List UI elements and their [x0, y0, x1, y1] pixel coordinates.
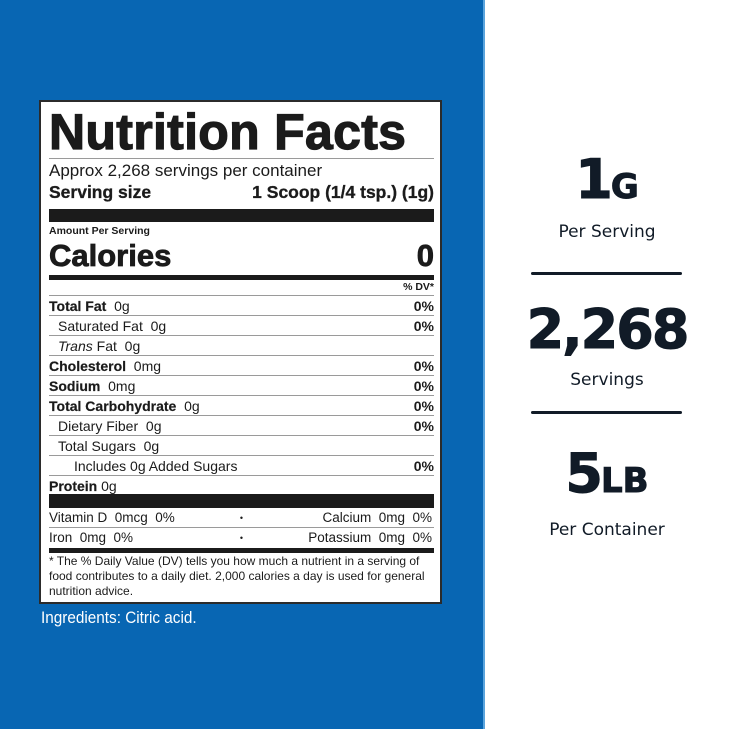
stat-caption: Servings — [570, 370, 644, 390]
nutrient-list: Total Fat 0g 0% Saturated Fat 0g 0% Tran… — [49, 296, 434, 496]
stat-servings: 2,268 Servings — [485, 298, 729, 391]
amount-per-serving: Amount Per Serving — [49, 225, 150, 237]
stat-caption: Per Container — [549, 520, 665, 540]
bullet-separator: • — [239, 533, 244, 543]
nutrient-row-saturated-fat: Saturated Fat 0g 0% — [49, 316, 434, 336]
serving-size-row: Serving size 1 Scoop (1/4 tsp.) (1g) — [49, 182, 434, 203]
calories-value: 0 — [416, 238, 434, 274]
calories-label: Calories — [49, 238, 172, 274]
nutrient-row-added-sugars: Includes 0g Added Sugars 0% — [49, 456, 434, 476]
nutrient-row-total-fat: Total Fat 0g 0% — [49, 298, 434, 316]
stats-panel: 1G Per Serving 2,268 Servings 5LB Per Co… — [485, 0, 729, 729]
serving-size-label: Serving size — [49, 182, 152, 202]
dv-value: 0% — [413, 378, 434, 394]
daily-value-header: % DV* — [403, 281, 434, 293]
panel-edge — [483, 0, 485, 729]
stat-container-size: 5LB Per Container — [485, 442, 729, 541]
stat-caption: Per Serving — [558, 222, 656, 242]
stat-unit: LB — [600, 461, 649, 502]
medium-bar — [49, 275, 434, 280]
medium-bar — [49, 548, 434, 553]
dv-value: 0% — [413, 418, 434, 434]
calories-row: Calories 0 — [49, 238, 435, 274]
nutrient-row-dietary-fiber: Dietary Fiber 0g 0% — [49, 416, 434, 436]
stat-value: 5 — [565, 442, 604, 505]
nutrient-row-sodium: Sodium 0mg 0% — [49, 378, 434, 396]
nutrient-row-total-sugars: Total Sugars 0g — [49, 436, 434, 456]
dv-value: 0% — [413, 458, 434, 474]
label-title: Nutrition Facts — [48, 103, 407, 160]
stat-divider — [531, 272, 682, 275]
stat-unit: G — [610, 167, 639, 208]
thick-bar — [49, 209, 434, 222]
nutrient-row-cholesterol: Cholesterol 0mg 0% — [49, 358, 434, 376]
dv-value: 0% — [413, 318, 434, 334]
stat-serving-size: 1G Per Serving — [485, 148, 729, 243]
dv-value: 0% — [413, 358, 434, 374]
nutrient-row-total-carbohydrate: Total Carbohydrate 0g 0% — [49, 398, 434, 416]
serving-size-value: 1 Scoop (1/4 tsp.) (1g) — [252, 182, 434, 202]
vitamin-row: Iron 0mg 0% • Potassium 0mg 0% — [49, 528, 434, 548]
vitamin-row: Vitamin D 0mcg 0% • Calcium 0mg 0% — [49, 508, 434, 528]
divider — [49, 295, 434, 296]
stat-value: 1 — [575, 148, 614, 211]
daily-value-footnote: * The % Daily Value (DV) tells you how m… — [49, 554, 425, 598]
stat-divider — [531, 411, 682, 414]
dv-value: 0% — [413, 298, 434, 314]
nutrition-facts-label: Nutrition Facts Approx 2,268 servings pe… — [39, 100, 442, 604]
dv-value: 0% — [413, 398, 434, 414]
nutrient-row-protein: Protein 0g — [49, 478, 117, 494]
servings-per-container: Approx 2,268 servings per container — [49, 161, 323, 180]
stat-value: 2,268 — [526, 298, 690, 361]
thick-bar — [49, 494, 434, 508]
ingredients-text: Ingredients: Citric acid. — [41, 608, 197, 627]
vitamin-list: Vitamin D 0mcg 0% • Calcium 0mg 0% Iron … — [49, 508, 434, 548]
bullet-separator: • — [239, 513, 244, 523]
nutrient-row-trans-fat: Trans Fat 0g — [49, 336, 434, 356]
divider — [49, 158, 434, 159]
